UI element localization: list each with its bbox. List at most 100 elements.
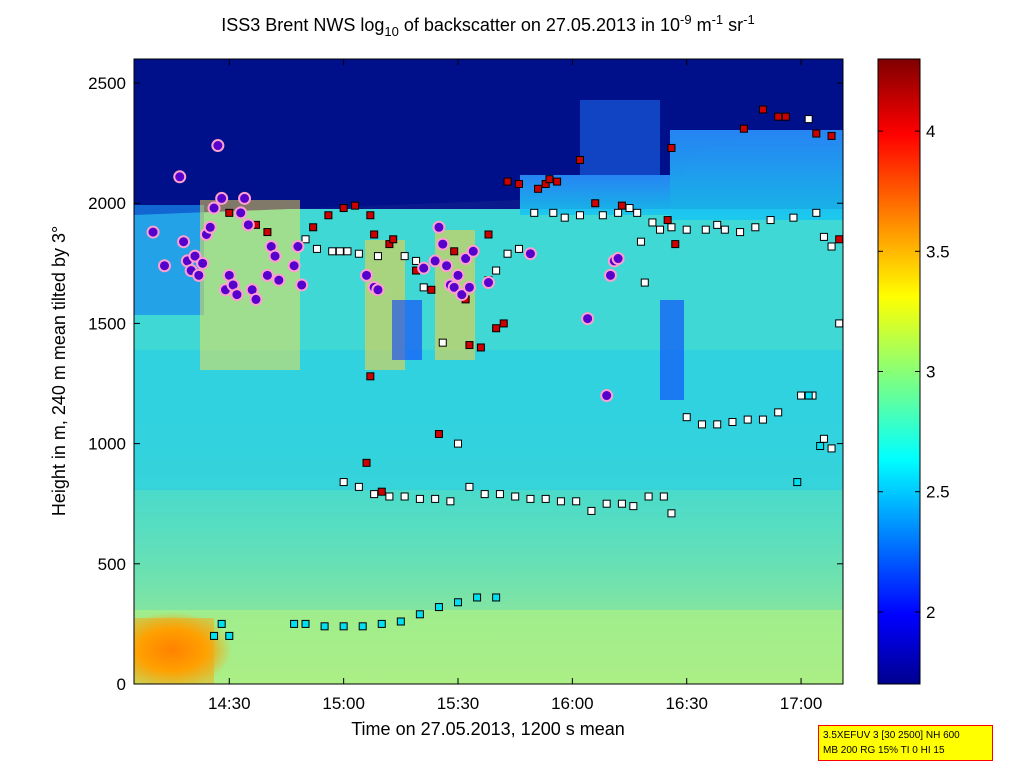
surface-layer-point: [290, 619, 299, 628]
surface-layer-point: [434, 603, 443, 612]
boundary-layer-point: [465, 482, 474, 491]
aerosol-point: [211, 139, 225, 153]
aerosol-point: [287, 259, 301, 273]
boundary-layer-point: [370, 490, 379, 499]
aerosol-point: [581, 312, 595, 326]
plot-frame: [133, 58, 844, 685]
boundary-layer-point: [511, 492, 520, 501]
cloud-base-point: [575, 155, 584, 164]
boundary-layer-point: [602, 499, 611, 508]
boundary-layer-point: [713, 420, 722, 429]
boundary-layer-point: [514, 244, 523, 253]
cloud-base-point: [827, 131, 836, 140]
aerosol-point: [417, 261, 431, 275]
aerosol-point: [272, 273, 286, 287]
cloud-base-point: [591, 199, 600, 208]
surface-layer-point: [492, 593, 501, 602]
aerosol-point: [188, 249, 202, 263]
boundary-layer-point: [328, 247, 337, 256]
boundary-layer-point: [827, 444, 836, 453]
aerosol-point: [611, 252, 625, 266]
boundary-layer-point: [804, 115, 813, 124]
aerosol-point: [360, 268, 374, 282]
cloud-base-point: [351, 201, 360, 210]
cloud-base-point: [835, 235, 843, 244]
x-tick-label: 15:30: [437, 694, 480, 713]
cloud-base-point: [465, 341, 474, 350]
boundary-layer-point: [354, 482, 363, 491]
aerosol-point: [234, 206, 248, 220]
info-box: 3.5XEFUV 3 [30 2500] NH 600 MB 200 RG 15…: [818, 725, 993, 761]
surface-layer-point: [225, 631, 234, 640]
colorbar-tick-label: 3.5: [926, 242, 950, 261]
surface-layer-point: [358, 622, 367, 631]
boundary-layer-point: [819, 434, 828, 443]
cloud-base-point: [671, 240, 680, 249]
surface-layer-point: [396, 617, 405, 626]
aerosol-point: [146, 225, 160, 239]
cloud-base-point: [553, 177, 562, 186]
heatmap-hole-1: [392, 300, 422, 360]
aerosol-point: [523, 247, 537, 261]
aerosol-point: [192, 268, 206, 282]
boundary-layer-point: [312, 244, 321, 253]
heatmap-hole-2: [660, 300, 684, 400]
cloud-base-point: [370, 230, 379, 239]
boundary-layer-point: [827, 242, 836, 251]
boundary-layer-point: [412, 256, 421, 265]
cloud-base-point: [263, 228, 272, 237]
boundary-layer-point: [415, 494, 424, 503]
boundary-layer-point: [400, 252, 409, 261]
cloud-base-point: [434, 430, 443, 438]
boundary-layer-point: [343, 247, 352, 256]
cloud-base-point: [366, 211, 375, 220]
boundary-layer-point: [598, 211, 607, 220]
aerosol-point: [203, 220, 217, 234]
boundary-layer-point: [644, 492, 653, 501]
cloud-base-point: [514, 180, 523, 188]
surface-layer-point: [415, 610, 424, 619]
aerosol-point: [455, 288, 469, 302]
boundary-layer-point: [503, 249, 512, 258]
boundary-layer-point: [667, 223, 676, 232]
cloud-base-point: [781, 112, 790, 121]
aerosol-point: [238, 191, 252, 205]
y-tick-label: 2500: [88, 74, 126, 93]
surface-layer-point: [320, 622, 329, 631]
boundary-layer-point: [614, 208, 623, 217]
surface-layer-point: [473, 593, 482, 602]
boundary-layer-point: [373, 252, 382, 261]
aerosol-point: [215, 191, 229, 205]
surface-layer-point: [816, 442, 825, 451]
x-axis-label: Time on 27.05.2013, 1200 s mean: [351, 719, 625, 739]
aerosol-point: [462, 280, 476, 294]
boundary-layer-point: [648, 218, 657, 227]
boundary-layer-point: [575, 211, 584, 220]
boundary-layer-point: [454, 439, 463, 448]
cloud-base-point: [545, 175, 554, 184]
boundary-layer-point: [530, 208, 539, 217]
boundary-layer-point: [438, 338, 447, 347]
aerosol-point: [432, 220, 446, 234]
heatmap-sky-mid2: [580, 100, 660, 175]
heatmap-mid-band: [134, 350, 843, 490]
x-tick-label: 17:00: [780, 694, 823, 713]
heatmap-hotspot-fill: [134, 618, 214, 684]
boundary-layer-point: [819, 232, 828, 241]
aerosol-point: [451, 268, 465, 282]
cloud-base-point: [499, 319, 508, 328]
cloud-base-point: [377, 487, 386, 496]
aerosol-point: [207, 201, 221, 215]
cloud-base-point: [663, 216, 672, 225]
boundary-layer-point: [835, 319, 843, 328]
boundary-layer-point: [701, 225, 710, 234]
boundary-layer-point: [526, 494, 535, 503]
x-tick-label: 14:30: [208, 694, 251, 713]
boundary-layer-point: [797, 391, 806, 400]
cloud-base-point: [225, 208, 234, 217]
aerosol-point: [241, 218, 255, 232]
surface-layer-point: [339, 622, 348, 631]
aerosol-point: [603, 268, 617, 282]
boundary-layer-point: [480, 490, 489, 499]
